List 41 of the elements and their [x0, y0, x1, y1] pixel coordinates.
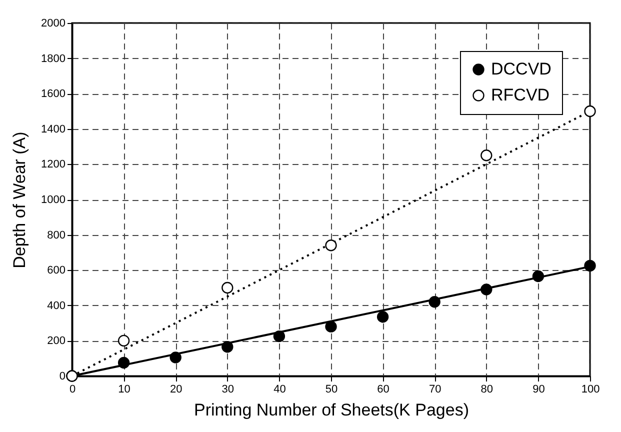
point	[428, 296, 440, 308]
x-tick-label: 40	[274, 384, 286, 396]
y-tick-label: 600	[47, 264, 66, 277]
point	[118, 334, 130, 347]
x-tick-label: 20	[170, 384, 182, 396]
x-tick-label: 90	[532, 384, 545, 396]
y-tick-label: 1400	[41, 123, 66, 136]
x-tick-label: 80	[480, 384, 494, 396]
point	[480, 150, 492, 162]
point	[222, 282, 234, 294]
y-tick-label: 1600	[41, 88, 66, 100]
x-tick-label: 70	[428, 384, 442, 396]
point	[222, 341, 234, 353]
x-tick-label: 0	[69, 384, 76, 396]
y-tick-label: 1000	[41, 194, 66, 206]
y-axis-title: Depth of Wear (A)	[10, 132, 30, 268]
y-tick-label: 2000	[41, 18, 66, 30]
point	[376, 311, 389, 323]
point	[170, 352, 182, 364]
point	[273, 330, 286, 342]
x-tick-label: 10	[118, 384, 130, 396]
y-tick-label: 800	[47, 229, 66, 242]
x-tick-label: 100	[581, 384, 600, 396]
point	[584, 105, 596, 118]
x-tick-label: 60	[377, 384, 390, 396]
point	[325, 240, 337, 252]
point	[325, 320, 337, 332]
y-tick-label: 200	[47, 335, 66, 348]
x-tick-label: 50	[325, 384, 338, 396]
point	[532, 270, 544, 282]
x-tick-label: 30	[222, 384, 234, 396]
y-tick-label: 1800	[41, 52, 66, 65]
y-tick-label: 1200	[41, 158, 66, 171]
y-tick-label: 400	[47, 300, 66, 312]
x-axis-title: Printing Number of Sheets(K Pages)	[194, 400, 469, 420]
legend-label: DCCVD	[491, 60, 552, 78]
point	[584, 260, 596, 272]
legend-label: RFCVD	[491, 86, 550, 104]
y-tick-label: 0	[59, 370, 66, 382]
point	[480, 284, 492, 296]
point	[118, 356, 130, 369]
